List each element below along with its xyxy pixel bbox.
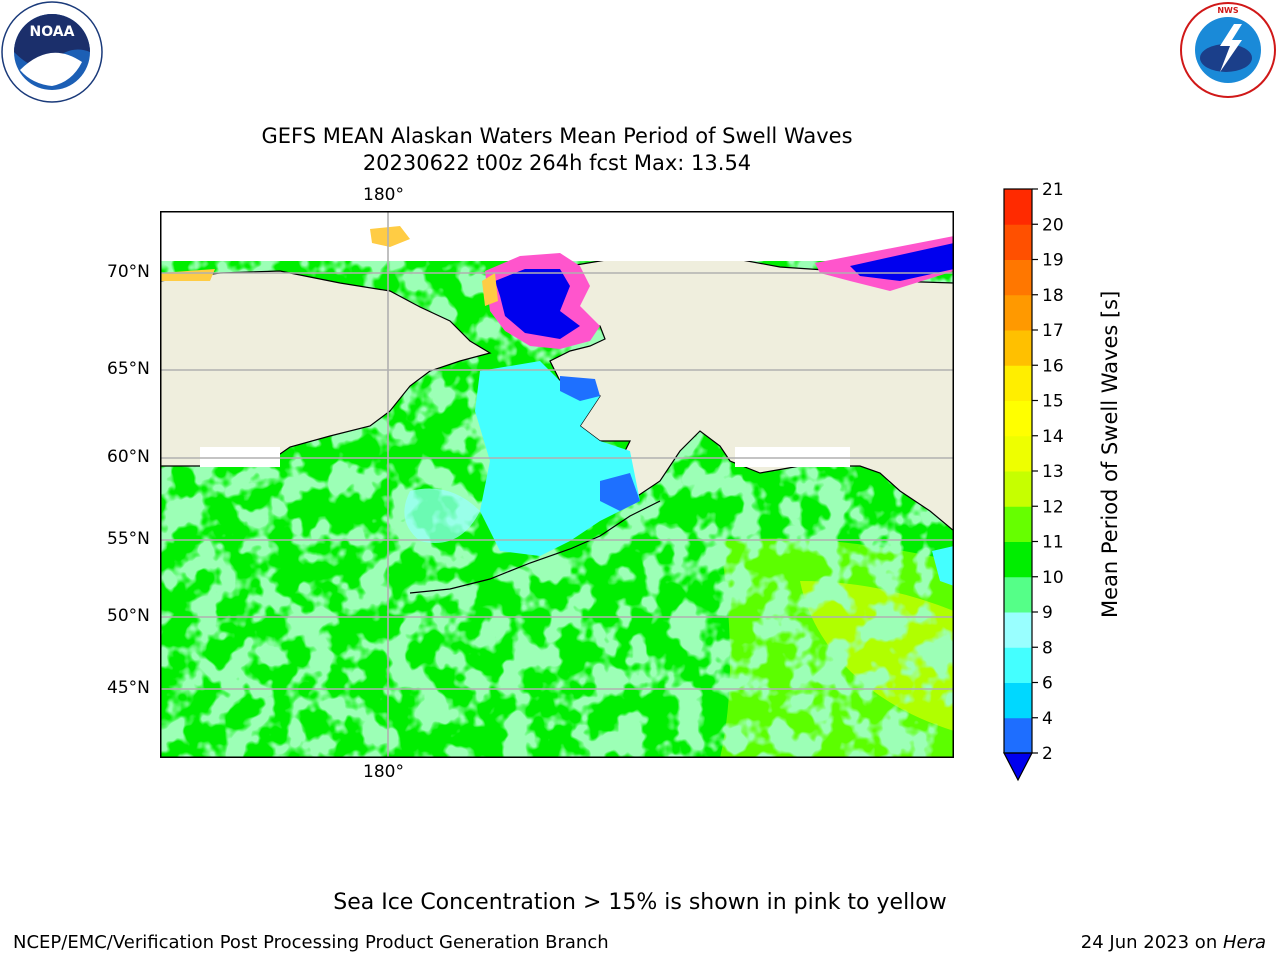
colorbar-segment: [1004, 541, 1032, 578]
swell-period-map: [160, 211, 954, 758]
colorbar-tick-label: 4: [1042, 709, 1053, 729]
norton-sound-blue: [560, 376, 600, 401]
chart-title: GEFS MEAN Alaskan Waters Mean Period of …: [261, 124, 853, 148]
wrangel-ice: [370, 226, 410, 247]
graticule: [160, 211, 954, 758]
colorbar-segment: [1004, 612, 1032, 648]
sea-ice-note: Sea Ice Concentration > 15% is shown in …: [333, 890, 947, 915]
east-siberian-ice: [160, 269, 215, 281]
colorbar: 2 4 6 8 9 10 11 12 13 14 15 16 17 18 19 20 21: [1003, 180, 1064, 782]
colorbar-tick-label: 14: [1042, 427, 1064, 447]
colorbar-segment: [1004, 682, 1032, 719]
colorbar-tick-label: 18: [1042, 286, 1064, 306]
bering-lightcyan: [404, 488, 480, 543]
colorbar-tick-label: 21: [1042, 180, 1064, 200]
colorbar-segment: [1004, 294, 1032, 331]
lat-label-45: 45°N: [107, 678, 150, 698]
colorbar-tick-label: 11: [1042, 533, 1064, 553]
colorbar-tick-label: 15: [1042, 392, 1064, 412]
run-date-text: 24 Jun 2023 on: [1080, 932, 1223, 953]
nws-logo: NWS: [1180, 2, 1276, 98]
colorbar-tick-label: 2: [1042, 744, 1053, 764]
colorbar-under-arrow: [1003, 752, 1033, 782]
colorbar-segment: [1004, 259, 1032, 296]
noaa-logo-text: NOAA: [30, 24, 75, 40]
colorbar-segment: [1004, 576, 1032, 613]
colorbar-segment: [1004, 435, 1032, 472]
colorbar-label: Mean Period of Swell Waves [s]: [1098, 290, 1122, 618]
lat-label-60: 60°N: [107, 447, 150, 467]
se-coast-cyan: [932, 546, 954, 586]
colorbar-segments: [1004, 189, 1032, 754]
aleutian-islands: [409, 500, 661, 594]
colorbar-segment: [1004, 189, 1032, 225]
bristol-bay-blue: [600, 473, 640, 511]
beaufort-ice-blue: [850, 243, 954, 281]
colorbar-segment: [1004, 224, 1032, 260]
colorbar-ticks: 2 4 6 8 9 10 11 12 13 14 15 16 17 18 19 20 21: [1032, 180, 1064, 764]
nodata-north: [160, 211, 954, 261]
colorbar-tick-label: 20: [1042, 215, 1064, 235]
run-date: 24 Jun 2023 on Hera: [1081, 932, 1266, 953]
noaa-logo: NOAA: [1, 1, 103, 103]
map-border: [160, 211, 954, 758]
colorbar-tick-label: 19: [1042, 251, 1064, 271]
colorbar-segment: [1004, 330, 1032, 366]
nodata-west: [200, 447, 280, 467]
colorbar-segment: [1004, 471, 1032, 507]
nodata-east: [735, 447, 850, 467]
colorbar-tick-label: 12: [1042, 497, 1064, 517]
lon-label-bottom: 180°: [363, 762, 404, 782]
chart-subtitle: 20230622 t00z 264h fcst Max: 13.54: [362, 151, 752, 175]
colorbar-segment: [1004, 717, 1032, 754]
colorbar-segment: [1004, 506, 1032, 542]
run-machine: Hera: [1222, 932, 1266, 953]
colorbar-tick-label: 13: [1042, 462, 1064, 482]
chukchi-ice-yellow: [482, 273, 498, 306]
credit-text: NCEP/EMC/Verification Post Processing Pr…: [13, 932, 609, 953]
svg-text:NWS: NWS: [1217, 6, 1239, 15]
lat-label-55: 55°N: [107, 529, 150, 549]
colorbar-tick-label: 6: [1042, 674, 1053, 694]
colorbar-tick-label: 9: [1042, 603, 1053, 623]
colorbar-tick-label: 16: [1042, 356, 1064, 376]
colorbar-tick-label: 17: [1042, 321, 1064, 341]
colorbar-segment: [1004, 400, 1032, 437]
lat-label-70: 70°N: [107, 262, 150, 282]
colorbar-tick-label: 10: [1042, 568, 1064, 588]
colorbar-segment: [1004, 647, 1032, 683]
lon-label-top: 180°: [363, 185, 404, 205]
colorbar-segment: [1004, 365, 1032, 401]
colorbar-tick-label: 8: [1042, 638, 1053, 658]
lat-label-50: 50°N: [107, 606, 150, 626]
chukchi-ice-blue: [495, 269, 580, 339]
lat-label-65: 65°N: [107, 359, 150, 379]
